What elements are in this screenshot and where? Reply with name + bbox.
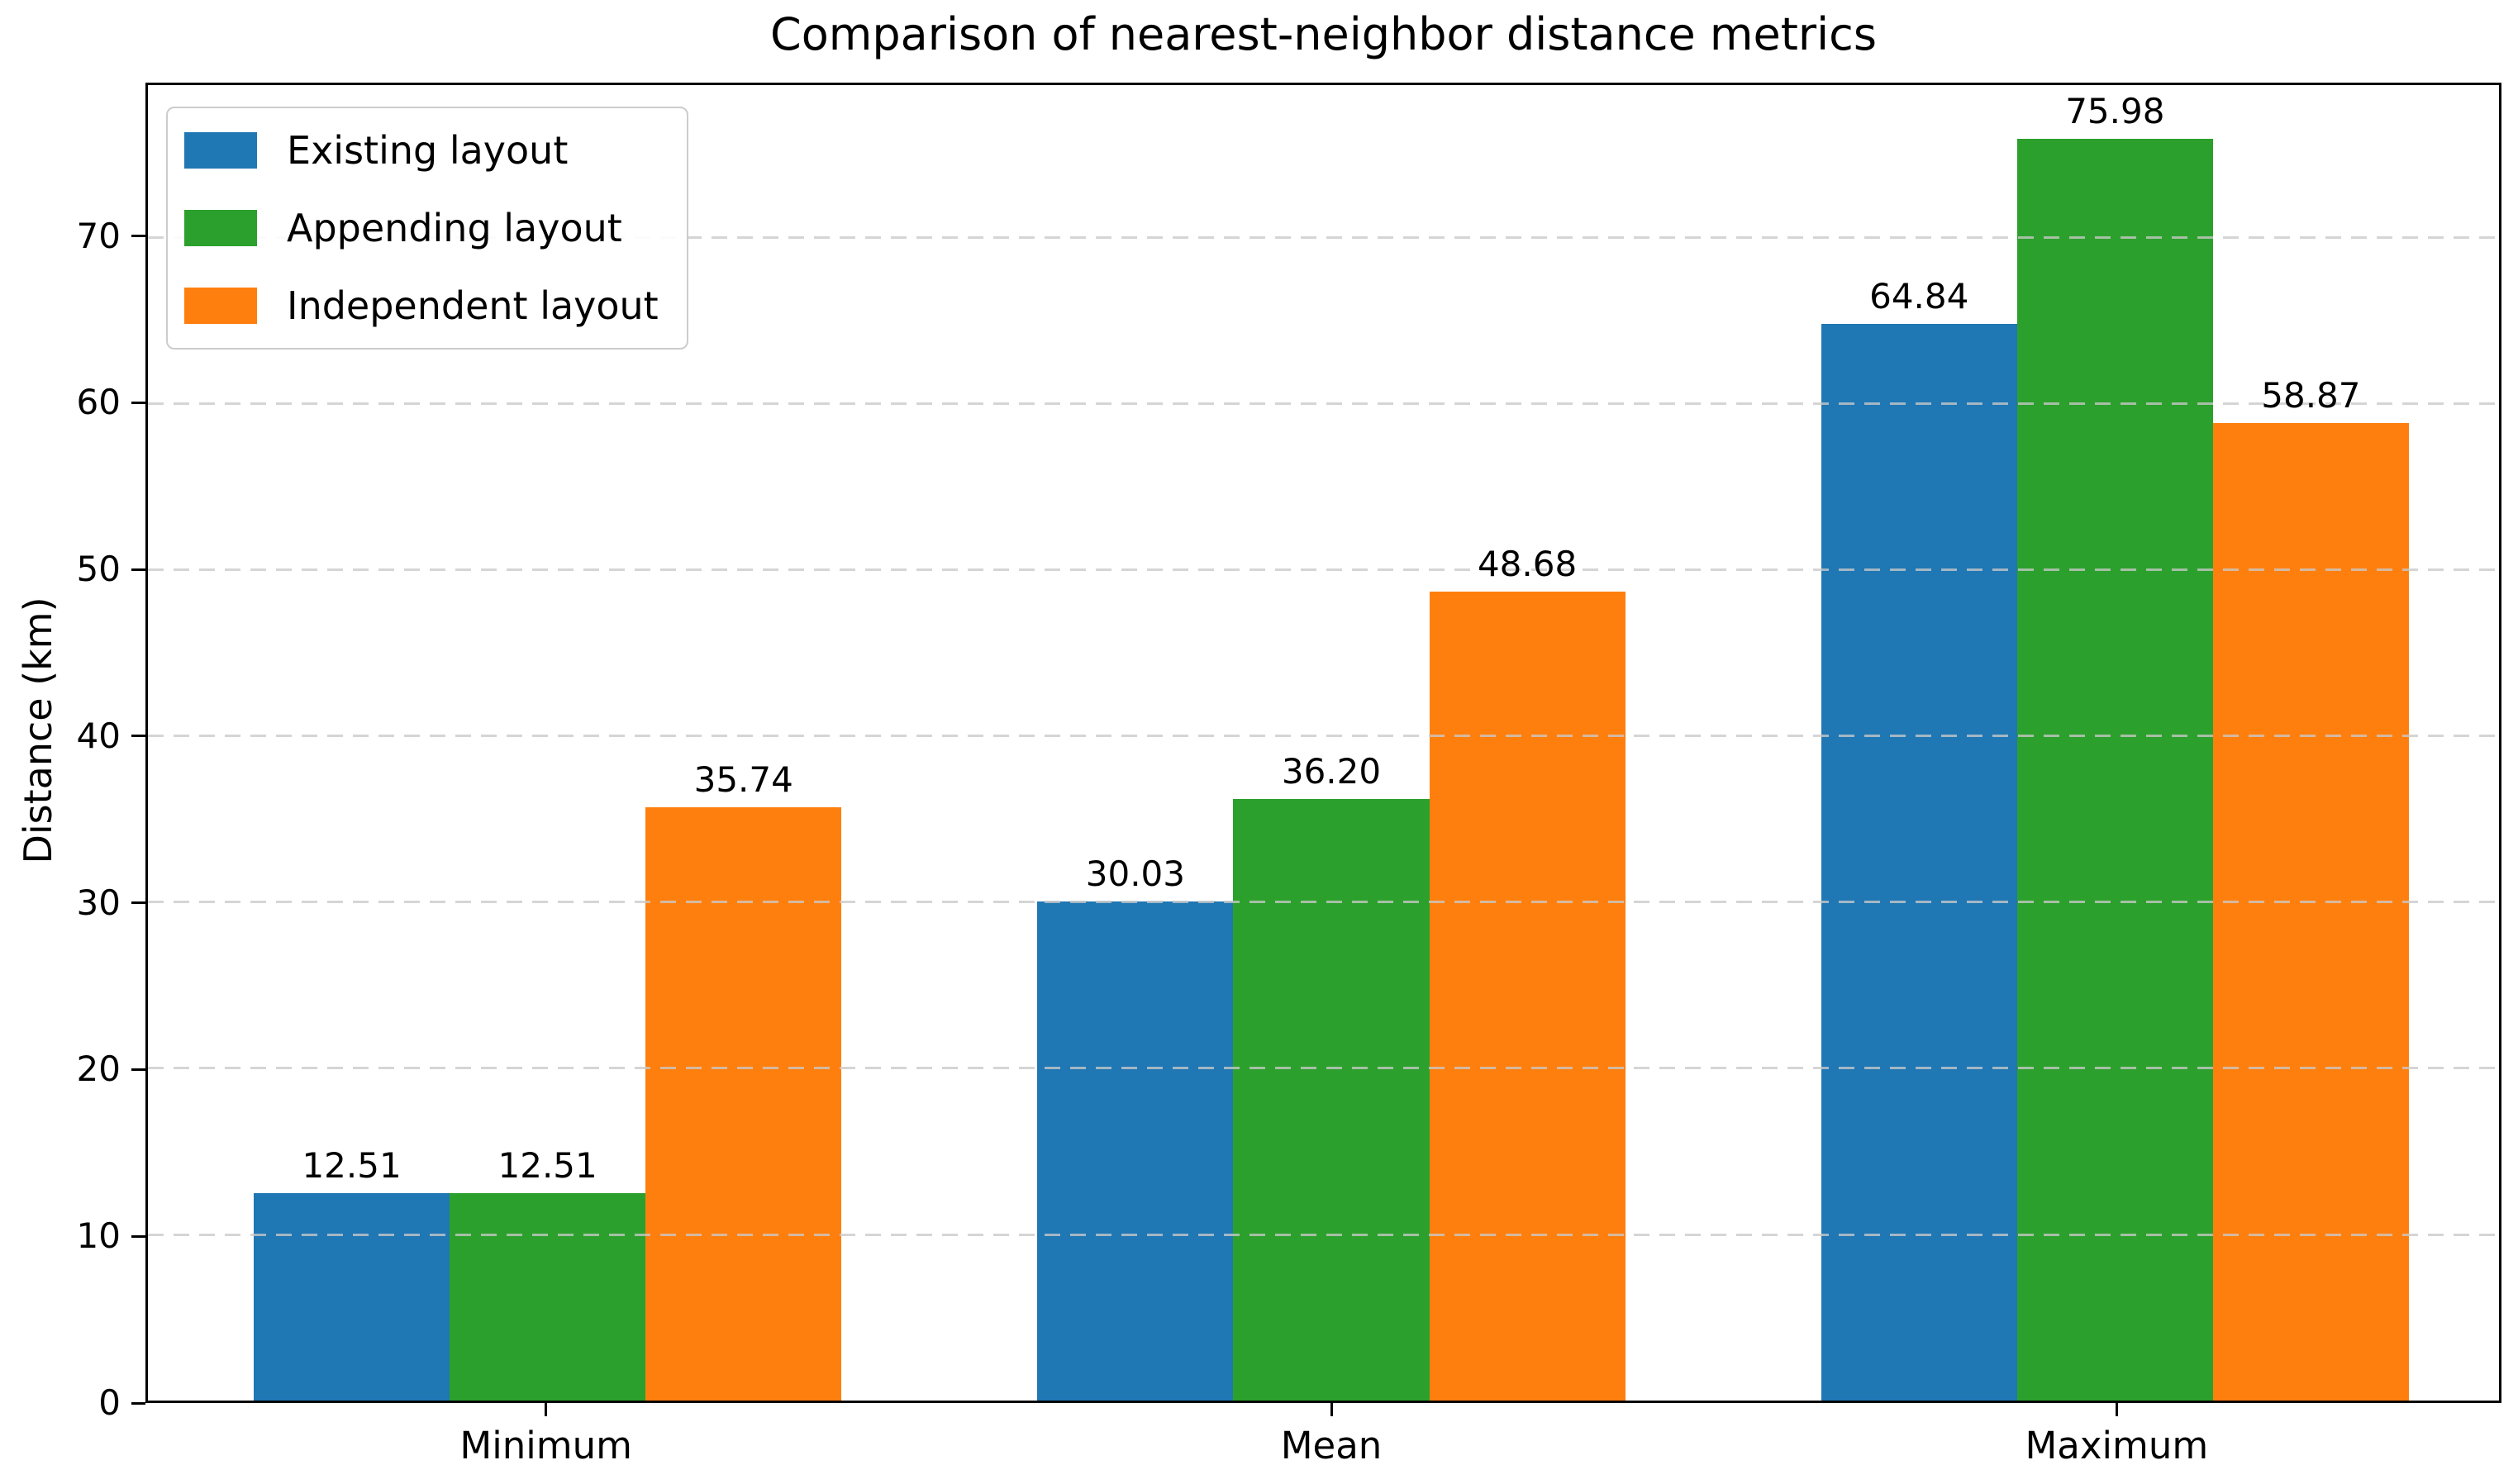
y-tick-mark-30 <box>131 901 145 905</box>
y-tick-label-70: 70 <box>76 215 121 256</box>
x-tick-label-minimum: Minimum <box>459 1424 632 1467</box>
y-tick-label-60: 60 <box>76 382 121 423</box>
bar-appending-layout-mean <box>1233 799 1430 1401</box>
legend: Existing layout Appending layout Independe… <box>166 107 688 350</box>
bar-value-label-appending-layout-mean: 36.20 <box>1281 751 1382 792</box>
y-tick-mark-10 <box>131 1234 145 1238</box>
bar-existing-layout-maximum <box>1821 323 2017 1401</box>
bar-value-label-independent-layout-minimum: 35.74 <box>693 759 793 800</box>
y-tick-mark-50 <box>131 568 145 571</box>
x-tick-mark-maximum <box>2115 1403 2118 1416</box>
legend-swatch-independent-layout <box>184 288 257 324</box>
plot-area: 12.51 30.03 64.84 12.51 36.20 75.98 35.74 48.68… <box>145 83 2501 1403</box>
bar-value-label-independent-layout-mean: 48.68 <box>1477 544 1578 585</box>
bar-independent-layout-mean <box>1429 592 1626 1401</box>
bar-value-label-existing-layout-minimum: 12.51 <box>302 1144 402 1186</box>
y-tick-mark-70 <box>131 235 145 238</box>
x-tick-mark-mean <box>1330 1403 1333 1416</box>
x-tick-label-mean: Mean <box>1280 1424 1383 1467</box>
y-tick-mark-40 <box>131 735 145 738</box>
bar-independent-layout-maximum <box>2212 422 2409 1401</box>
y-tick-mark-20 <box>131 1068 145 1071</box>
bar-appending-layout-minimum <box>450 1192 646 1401</box>
bar-existing-layout-mean <box>1037 901 1234 1401</box>
chart-title: Comparison of nearest-neighbor distance … <box>770 8 1877 60</box>
bar-existing-layout-minimum <box>254 1192 450 1401</box>
bar-independent-layout-minimum <box>645 806 842 1401</box>
legend-swatch-appending-layout <box>184 210 257 246</box>
x-tick-mark-minimum <box>545 1403 548 1416</box>
y-tick-label-20: 20 <box>76 1049 121 1090</box>
x-tick-label-maximum: Maximum <box>2025 1424 2209 1467</box>
legend-item-independent-layout: Independent layout <box>184 285 659 326</box>
bar-value-label-appending-layout-maximum: 75.98 <box>2065 90 2165 131</box>
bar-value-label-independent-layout-maximum: 58.87 <box>2261 374 2361 416</box>
y-tick-label-40: 40 <box>76 715 121 756</box>
bar-value-label-existing-layout-maximum: 64.84 <box>1869 275 1969 316</box>
bar-value-label-existing-layout-mean: 30.03 <box>1085 854 1186 895</box>
y-tick-label-10: 10 <box>76 1215 121 1257</box>
y-tick-label-0: 0 <box>98 1382 121 1423</box>
bar-appending-layout-maximum <box>2016 138 2213 1401</box>
legend-label-independent-layout: Independent layout <box>287 283 659 328</box>
legend-item-appending-layout: Appending layout <box>184 207 659 249</box>
legend-label-appending-layout: Appending layout <box>287 206 622 250</box>
y-tick-mark-0 <box>131 1401 145 1405</box>
y-tick-mark-60 <box>131 401 145 404</box>
y-tick-label-30: 30 <box>76 882 121 923</box>
y-tick-label-50: 50 <box>76 549 121 590</box>
legend-item-existing-layout: Existing layout <box>184 130 659 171</box>
legend-label-existing-layout: Existing layout <box>287 128 569 173</box>
legend-swatch-existing-layout <box>184 132 257 169</box>
bar-value-label-appending-layout-minimum: 12.51 <box>497 1144 597 1186</box>
